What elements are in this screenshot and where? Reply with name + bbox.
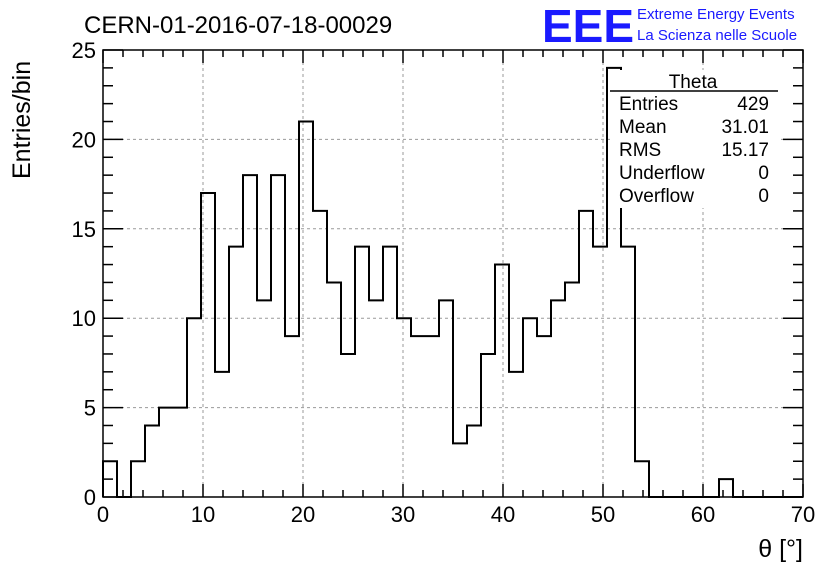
- x-tick-label: 20: [291, 502, 315, 527]
- stats-label-underflow: Underflow: [619, 163, 705, 184]
- x-tick-label: 70: [791, 502, 815, 527]
- eee-logo-line1: Extreme Energy Events: [637, 6, 795, 23]
- stats-value-underflow: 0: [758, 163, 769, 184]
- plot-frame: [102, 49, 804, 498]
- tick-labels: 0 10 20 30 40 50 60 70 0 5 10 15 20 25: [72, 38, 816, 527]
- stats-box-bg: [610, 70, 778, 208]
- y-tick-label: 15: [72, 217, 96, 242]
- stats-value-overflow: 0: [758, 186, 769, 207]
- x-tick-label: 60: [691, 502, 715, 527]
- stats-label-rms: RMS: [619, 140, 661, 161]
- x-tick-label: 30: [391, 502, 415, 527]
- y-tick-label: 20: [72, 127, 96, 152]
- y-tick-label: 0: [84, 485, 96, 510]
- x-tick-label: 40: [491, 502, 515, 527]
- stats-value-entries: 429: [737, 94, 769, 115]
- y-tick-label: 5: [84, 396, 96, 421]
- eee-logo-mark: EEE: [542, 0, 634, 52]
- y-axis-label: Entries/bin: [8, 61, 36, 179]
- y-tick-label: 10: [72, 306, 96, 331]
- stats-label-mean: Mean: [619, 117, 667, 138]
- stats-value-mean: 31.01: [721, 117, 769, 138]
- x-tick-label: 10: [191, 502, 215, 527]
- x-tick-label: 50: [591, 502, 615, 527]
- x-axis-label: θ [°]: [758, 535, 803, 563]
- stats-label-entries: Entries: [619, 94, 678, 115]
- eee-logo-line2: La Scienza nelle Scuole: [637, 27, 797, 44]
- eee-logo: EEE Extreme Energy Events La Scienza nel…: [542, 0, 797, 52]
- chart-title: CERN-01-2016-07-18-00029: [84, 12, 392, 39]
- stats-value-rms: 15.17: [721, 140, 769, 161]
- x-tick-label: 0: [97, 502, 109, 527]
- axis-ticks: [102, 49, 804, 498]
- stats-title: Theta: [669, 72, 718, 93]
- stats-label-overflow: Overflow: [619, 186, 694, 207]
- y-tick-label: 25: [72, 38, 96, 63]
- histogram-line: [102, 66, 803, 498]
- stats-box: Theta Entries 429 Mean 31.01 RMS 15.17 U…: [610, 70, 778, 208]
